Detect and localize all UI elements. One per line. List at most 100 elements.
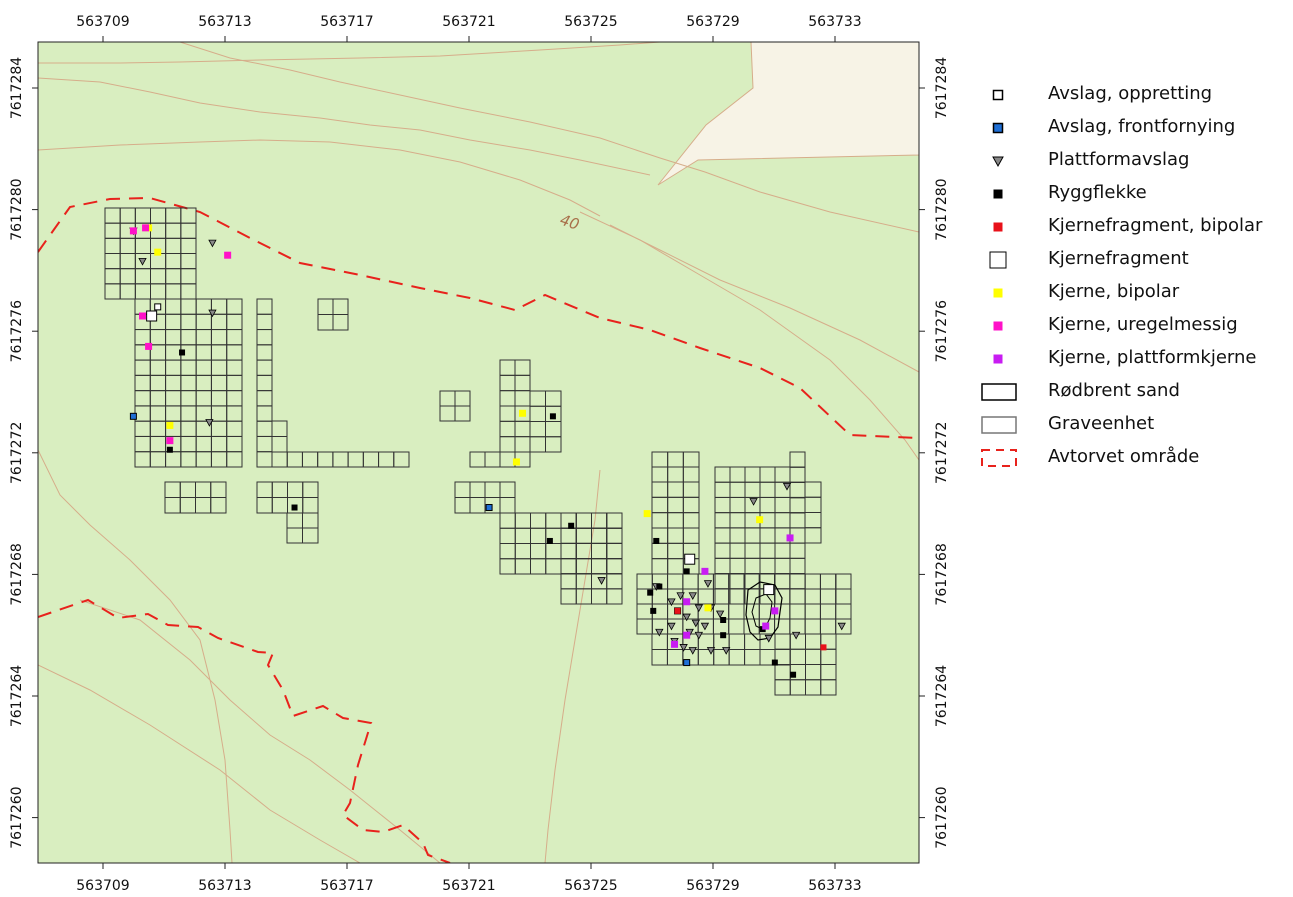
contour-line xyxy=(38,664,361,863)
find-marker-kjerne-plattformkjerne xyxy=(683,631,691,639)
legend-label: Avslag, frontfornying xyxy=(1048,116,1236,137)
find-marker-ryggflekke xyxy=(647,589,654,596)
legend-label: Plattformavslag xyxy=(1048,149,1190,170)
find-marker-kjerne-uregelmessig xyxy=(166,437,174,445)
find-marker-kjerne-plattformkjerne xyxy=(786,534,794,542)
find-marker-kjernefragment-bipolar xyxy=(820,644,827,651)
legend-swatch xyxy=(993,354,1003,364)
burnt-sand-polygon xyxy=(745,581,783,641)
y-tick-label-left: 7617268 xyxy=(9,543,25,605)
y-tick-label-right: 7617260 xyxy=(934,786,950,848)
x-tick-label-top: 563733 xyxy=(808,14,861,30)
legend-item: Kjerne, plattformkjerne xyxy=(980,344,1290,374)
find-marker-kjerne-uregelmessig xyxy=(129,227,137,235)
y-tick-label-left: 7617284 xyxy=(9,57,25,119)
contour-line xyxy=(38,449,233,863)
excavation-cell xyxy=(606,588,623,605)
find-marker-kjerne-uregelmessig xyxy=(224,251,232,259)
contour-lines xyxy=(38,42,919,863)
excavation-cell xyxy=(454,405,471,422)
find-marker-plattformavslag xyxy=(700,622,710,631)
y-tick-label-left: 7617260 xyxy=(9,786,25,848)
legend-swatch xyxy=(981,416,1017,434)
boundary-line xyxy=(38,196,919,439)
find-marker-kjerne-bipolar xyxy=(512,458,520,466)
legend-item: Avslag, oppretting xyxy=(980,80,1290,110)
find-marker-plattformavslag xyxy=(679,644,688,652)
legend-swatch xyxy=(993,288,1003,298)
contour-line xyxy=(38,77,651,176)
find-marker-plattformavslag xyxy=(722,647,731,655)
find-marker-kjernefragment xyxy=(684,553,696,565)
stripped-area-boundary xyxy=(38,196,919,863)
legend-label: Avslag, oppretting xyxy=(1048,83,1213,104)
find-marker-kjerne-plattformkjerne xyxy=(683,598,691,606)
find-marker-ryggflekke xyxy=(720,617,727,623)
excavation-cell xyxy=(393,451,410,468)
find-marker-plattformavslag xyxy=(782,482,792,491)
find-marker-ryggflekke xyxy=(790,671,797,678)
legend-item: Rødbrent sand xyxy=(980,377,1290,407)
find-marker-plattformavslag xyxy=(667,622,676,631)
excavation-units xyxy=(104,207,852,696)
contour-line xyxy=(38,139,601,217)
legend-item: Graveenhet xyxy=(980,410,1290,440)
legend-label: Graveenhet xyxy=(1048,413,1155,434)
legend-swatch xyxy=(981,449,1017,467)
find-marker-plattformavslag xyxy=(715,610,725,619)
y-tick-label-right: 7617276 xyxy=(934,300,950,362)
axis-tick-labels: 563709 563709 563713 563713 563717 563717 5637… xyxy=(9,14,950,894)
legend-swatch xyxy=(992,122,1004,134)
excavation-cell xyxy=(226,451,243,468)
find-marker-kjerne-plattformkjerne xyxy=(671,640,679,648)
y-tick-label-left: 7617264 xyxy=(9,665,25,727)
contour-line xyxy=(579,211,919,461)
find-marker-kjerne-plattformkjerne xyxy=(762,622,770,630)
x-tick-label-bottom: 563725 xyxy=(564,878,617,894)
find-marker-ryggflekke xyxy=(650,607,657,614)
find-marker-kjerne-plattformkjerne xyxy=(701,567,709,575)
find-marker-kjernefragment-bipolar xyxy=(674,607,681,614)
legend-label: Ryggflekke xyxy=(1048,182,1147,203)
legend-label: Kjernefragment xyxy=(1048,248,1189,269)
find-marker-plattformavslag xyxy=(691,619,700,628)
legend-label: Kjerne, plattformkjerne xyxy=(1048,347,1257,368)
contour-line xyxy=(79,599,441,863)
find-marker-kjernefragment xyxy=(763,584,775,596)
legend-label: Avtorvet område xyxy=(1048,446,1200,467)
find-marker-avslag-frontfornying xyxy=(485,504,493,512)
find-marker-plattformavslag xyxy=(205,419,214,427)
find-marker-ryggflekke xyxy=(549,413,556,420)
find-marker-kjerne-plattformkjerne xyxy=(771,607,779,615)
legend-label: Kjerne, bipolar xyxy=(1048,281,1180,302)
find-marker-kjerne-uregelmessig xyxy=(145,342,153,350)
legend-swatch xyxy=(981,383,1017,401)
axis-ticks xyxy=(32,36,925,869)
legend-swatch xyxy=(993,189,1003,199)
find-marker-plattformavslag xyxy=(694,604,704,613)
find-marker-ryggflekke xyxy=(291,504,298,511)
legend-item: Ryggflekke xyxy=(980,179,1290,209)
find-marker-ryggflekke xyxy=(166,446,173,453)
y-tick-label-right: 7617284 xyxy=(934,57,950,119)
excavation-cell xyxy=(302,527,319,544)
find-marker-ryggflekke xyxy=(771,659,778,666)
x-tick-label-top: 563729 xyxy=(686,14,739,30)
find-marker-ryggflekke xyxy=(546,537,553,544)
find-marker-plattformavslag xyxy=(138,257,147,266)
open-area xyxy=(657,42,919,186)
find-marker-plattformavslag xyxy=(208,309,217,318)
find-marker-plattformavslag xyxy=(764,634,773,643)
contour-label: 40 xyxy=(558,211,582,234)
find-marker-plattformavslag xyxy=(688,647,697,655)
find-marker-plattformavslag xyxy=(703,580,713,588)
find-marker-plattformavslag xyxy=(667,598,676,607)
legend-swatch xyxy=(993,222,1003,232)
x-tick-label-top: 563721 xyxy=(442,14,495,30)
find-marker-kjerne-bipolar xyxy=(643,510,651,518)
legend-item: Kjernefragment xyxy=(980,245,1290,275)
legend-item: Avtorvet område xyxy=(980,443,1290,473)
find-marker-plattformavslag xyxy=(837,622,846,631)
find-marker-kjerne-uregelmessig xyxy=(139,312,147,320)
boundary-line xyxy=(38,598,451,863)
